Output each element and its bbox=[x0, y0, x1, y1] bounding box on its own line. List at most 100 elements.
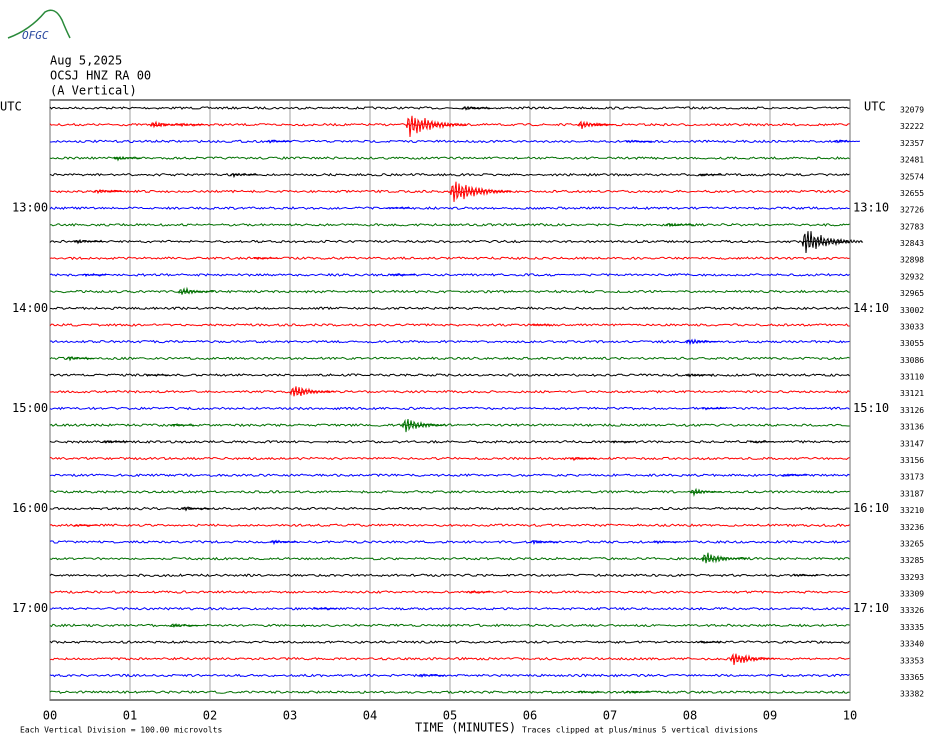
seismic-burst bbox=[169, 623, 199, 628]
seismic-burst bbox=[73, 524, 99, 527]
logo-text: OFGC bbox=[22, 29, 49, 42]
hour-label-right: 16:10 bbox=[853, 501, 889, 515]
seismic-burst bbox=[609, 440, 635, 444]
seismic-burst bbox=[577, 120, 614, 130]
trace-baseline bbox=[49, 239, 850, 244]
trace-baseline bbox=[49, 356, 850, 361]
seismic-burst bbox=[389, 273, 416, 277]
trace-baseline bbox=[49, 323, 850, 327]
trace-baseline bbox=[49, 306, 850, 311]
x-tick-label: 02 bbox=[203, 709, 217, 723]
seismic-burst bbox=[145, 374, 169, 377]
x-tick-label: 07 bbox=[603, 709, 617, 723]
hour-label-left: 17:00 bbox=[12, 601, 48, 615]
trace-baseline bbox=[49, 206, 850, 210]
trace-baseline bbox=[49, 273, 850, 277]
trace-baseline bbox=[49, 222, 850, 227]
seismic-burst bbox=[781, 473, 808, 477]
trace-baseline bbox=[49, 106, 850, 110]
trace-count-label: 33002 bbox=[900, 306, 924, 315]
seismic-burst bbox=[653, 540, 681, 545]
trace-count-label: 33126 bbox=[900, 406, 924, 415]
hour-label-left: 13:00 bbox=[12, 201, 48, 215]
trace-count-label: 33285 bbox=[900, 556, 924, 565]
trace-count-label: 32079 bbox=[900, 106, 924, 115]
trace-baseline bbox=[49, 373, 850, 377]
trace-count-label: 32965 bbox=[900, 289, 924, 298]
seismic-burst bbox=[417, 673, 444, 678]
utc-right: UTC bbox=[864, 100, 886, 114]
seismic-burst bbox=[685, 373, 713, 378]
trace-count-label: 33309 bbox=[900, 590, 924, 599]
trace-baseline bbox=[49, 573, 850, 578]
footnote: Traces clipped at plus/minus 5 vertical … bbox=[522, 726, 758, 735]
trace-count-label: 32655 bbox=[900, 189, 924, 198]
seismic-burst bbox=[177, 122, 204, 128]
seismic-burst bbox=[729, 652, 775, 665]
trace-count-label: 33055 bbox=[900, 339, 924, 348]
seismic-burst bbox=[689, 487, 723, 497]
seismic-burst bbox=[529, 324, 553, 327]
x-tick-label: 09 bbox=[763, 709, 777, 723]
trace-count-label: 32222 bbox=[900, 122, 924, 131]
seismic-burst bbox=[465, 590, 491, 594]
x-tick-label: 10 bbox=[843, 709, 857, 723]
utc-left: UTC bbox=[0, 100, 22, 114]
trace-count-label: 33033 bbox=[900, 322, 924, 331]
trace-count-label: 33265 bbox=[900, 539, 924, 548]
trace-count-label: 33173 bbox=[900, 473, 924, 482]
seismic-burst bbox=[265, 139, 292, 144]
trace-count-label: 33326 bbox=[900, 606, 924, 615]
seismic-burst bbox=[385, 206, 411, 210]
seismic-burst bbox=[101, 439, 128, 444]
seismic-burst bbox=[93, 188, 123, 195]
logo-mark bbox=[7, 9, 71, 39]
trace-baseline bbox=[50, 139, 850, 144]
x-axis-label: TIME (MINUTES) bbox=[415, 721, 516, 735]
seismic-burst bbox=[405, 115, 468, 138]
trace-count-label: 32726 bbox=[900, 206, 924, 215]
x-tick-label: 06 bbox=[523, 709, 537, 723]
hour-label-right: 15:10 bbox=[853, 401, 889, 415]
x-tick-label: 05 bbox=[443, 709, 457, 723]
header-line: OCSJ HNZ RA 00 bbox=[50, 69, 151, 83]
seismic-burst bbox=[229, 172, 259, 179]
trace-count-label: 33156 bbox=[900, 456, 924, 465]
trace-baseline bbox=[49, 539, 850, 544]
hour-label-right: 17:10 bbox=[853, 601, 889, 615]
trace-baseline bbox=[49, 590, 850, 594]
trace-count-label: 32783 bbox=[900, 222, 924, 231]
seismic-burst bbox=[801, 231, 864, 254]
x-tick-label: 04 bbox=[363, 709, 377, 723]
trace-count-label: 32932 bbox=[900, 272, 924, 281]
trace-count-label: 32898 bbox=[900, 256, 924, 265]
trace-baseline bbox=[49, 656, 850, 661]
seismic-burst bbox=[149, 120, 183, 129]
trace-baseline bbox=[49, 673, 850, 678]
seismic-burst bbox=[289, 386, 335, 397]
x-tick-label: 08 bbox=[683, 709, 697, 723]
hour-label-right: 14:10 bbox=[853, 301, 889, 315]
trace-baseline bbox=[49, 473, 850, 478]
seismic-burst bbox=[73, 238, 103, 245]
seismic-burst bbox=[113, 156, 143, 162]
trace-count-label: 33340 bbox=[900, 640, 924, 649]
seismic-burst bbox=[701, 407, 727, 411]
footnote: Each Vertical Division = 100.00 microvol… bbox=[20, 726, 222, 735]
trace-count-label: 32481 bbox=[900, 156, 924, 165]
seismic-burst bbox=[169, 423, 195, 428]
trace-count-label: 33121 bbox=[900, 389, 924, 398]
seismic-burst bbox=[793, 573, 819, 577]
trace-count-label: 33236 bbox=[900, 523, 924, 532]
trace-baseline bbox=[49, 423, 850, 427]
seismic-burst bbox=[449, 181, 512, 202]
trace-baseline bbox=[50, 389, 850, 394]
seismic-burst bbox=[269, 539, 299, 545]
trace-count-label: 33110 bbox=[900, 373, 924, 382]
trace-baseline bbox=[49, 439, 850, 444]
trace-count-label: 32843 bbox=[900, 239, 924, 248]
header-line: Aug 5,2025 bbox=[50, 54, 122, 68]
seismic-burst bbox=[401, 418, 447, 433]
seismic-burst bbox=[625, 690, 651, 694]
trace-count-label: 33086 bbox=[900, 356, 924, 365]
